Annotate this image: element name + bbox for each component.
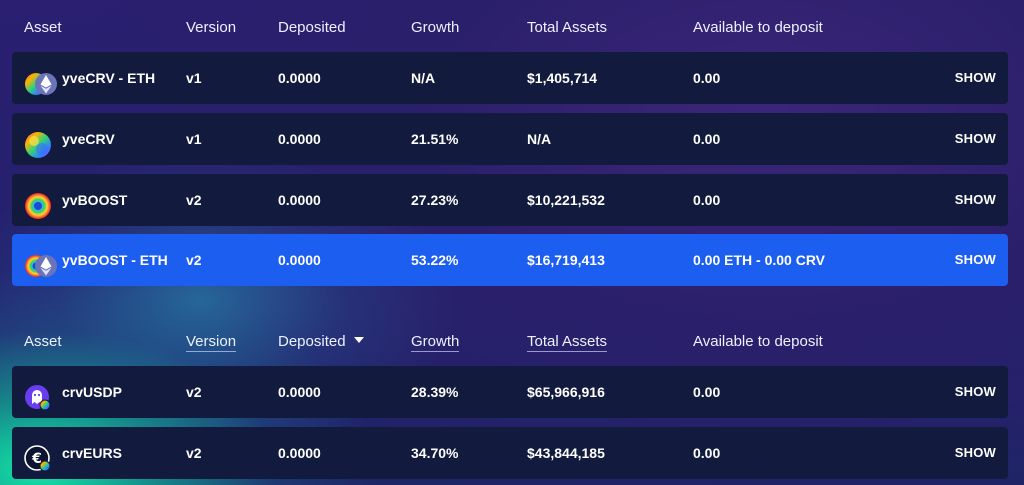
asset-name: yvBOOST (62, 192, 128, 208)
deposited-value: 0.0000 (278, 252, 321, 268)
deposited-value: 0.0000 (278, 131, 321, 147)
asset-name: crvUSDP (62, 384, 122, 400)
total-assets-value: $16,719,413 (527, 252, 605, 268)
yvboost-eth-pair-icon (24, 252, 58, 280)
crveurs-icon: € (24, 445, 52, 473)
total-assets-value: N/A (527, 131, 552, 147)
header-asset: Asset (24, 333, 62, 350)
header-deposited[interactable]: Deposited (278, 19, 346, 36)
total-assets-value: $10,221,532 (527, 192, 605, 208)
header-version[interactable]: Version (186, 333, 237, 352)
available-value: 0.00 ETH - 0.00 CRV (693, 252, 826, 268)
header-growth[interactable]: Growth (411, 19, 460, 36)
deposited-value: 0.0000 (278, 70, 321, 86)
version-value: v2 (186, 192, 202, 208)
vault-row-yvecrv-eth[interactable]: yveCRV - ETH v1 0.0000 N/A $1,405,714 0.… (12, 52, 1008, 104)
version-value: v2 (186, 252, 202, 268)
asset-name: crvEURS (62, 445, 122, 461)
crvusdp-icon (24, 384, 52, 412)
deposited-value: 0.0000 (278, 445, 321, 461)
asset-name: yveCRV - ETH (62, 70, 156, 86)
total-assets-value: $43,844,185 (527, 445, 605, 461)
header-asset: Asset (24, 19, 62, 36)
show-button[interactable]: SHOW (954, 252, 996, 267)
available-value: 0.00 (693, 445, 721, 461)
header-growth[interactable]: Growth (411, 333, 460, 352)
asset-name: yvBOOST - ETH (62, 252, 168, 268)
yvboost-icon (24, 192, 52, 220)
available-value: 0.00 (693, 192, 721, 208)
total-assets-value: $65,966,916 (527, 384, 605, 400)
sort-desc-caret-icon (353, 337, 364, 343)
header-deposited-sorted[interactable]: Deposited (278, 333, 364, 350)
vault-row-yvboost[interactable]: yvBOOST v2 0.0000 27.23% $10,221,532 0.0… (12, 174, 1008, 226)
vault-row-yvboost-eth[interactable]: yvBOOST - ETH v2 0.0000 53.22% $16,719,4… (12, 234, 1008, 286)
version-value: v1 (186, 131, 202, 147)
available-value: 0.00 (693, 131, 721, 147)
version-value: v2 (186, 445, 202, 461)
version-value: v1 (186, 70, 202, 86)
table-header: Asset Version Deposited Growth Total Ass… (0, 329, 1024, 355)
table-header: Asset Version Deposited Growth Total Ass… (0, 15, 1024, 41)
vault-row-crveurs[interactable]: € crvEURS v2 0.0000 34.70% $43,844,185 0… (12, 427, 1008, 479)
header-total-assets[interactable]: Total Assets (527, 19, 608, 36)
show-button[interactable]: SHOW (954, 192, 996, 207)
yvecrv-icon (24, 131, 52, 159)
growth-value: 34.70% (411, 445, 459, 461)
header-total-assets[interactable]: Total Assets (527, 333, 608, 352)
deposited-value: 0.0000 (278, 384, 321, 400)
yvecrv-eth-pair-icon (24, 70, 58, 98)
growth-value: 27.23% (411, 192, 459, 208)
show-button[interactable]: SHOW (954, 445, 996, 460)
svg-text:€: € (31, 451, 42, 467)
asset-name: yveCRV (62, 131, 115, 147)
growth-value: 28.39% (411, 384, 459, 400)
header-version[interactable]: Version (186, 19, 237, 36)
header-available: Available to deposit (693, 333, 823, 350)
show-button[interactable]: SHOW (954, 384, 996, 399)
growth-value: 53.22% (411, 252, 459, 268)
growth-value: N/A (411, 70, 436, 86)
header-deposited-label: Deposited (278, 333, 346, 350)
available-value: 0.00 (693, 70, 721, 86)
vault-row-crvusdp[interactable]: crvUSDP v2 0.0000 28.39% $65,966,916 0.0… (12, 366, 1008, 418)
version-value: v2 (186, 384, 202, 400)
vault-row-yvecrv[interactable]: yveCRV v1 0.0000 21.51% N/A 0.00 SHOW (12, 113, 1008, 165)
deposited-value: 0.0000 (278, 192, 321, 208)
header-available: Available to deposit (693, 19, 823, 36)
show-button[interactable]: SHOW (954, 131, 996, 146)
available-value: 0.00 (693, 384, 721, 400)
growth-value: 21.51% (411, 131, 459, 147)
total-assets-value: $1,405,714 (527, 70, 598, 86)
show-button[interactable]: SHOW (954, 70, 996, 85)
